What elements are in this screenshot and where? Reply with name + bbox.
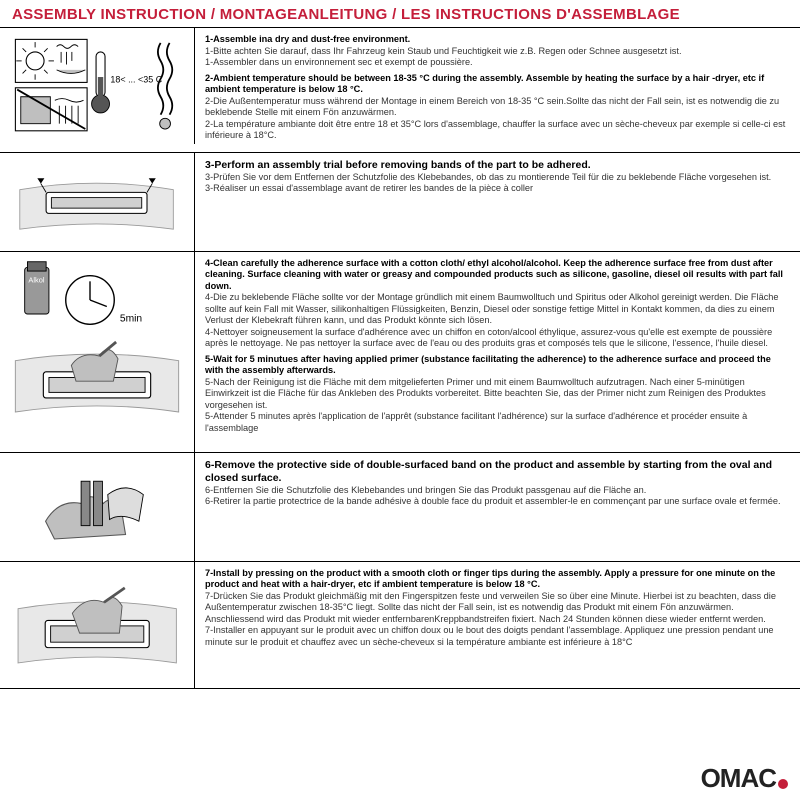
brand-dot-icon bbox=[778, 779, 788, 789]
step-2: 2-Ambient temperature should be between … bbox=[205, 73, 790, 142]
instruction-row-1: 18< ... <35 C 1-Assemble ina dry and dus… bbox=[0, 28, 800, 153]
step-en: 4-Clean carefully the adherence surface … bbox=[205, 258, 790, 293]
step-de: 7-Drücken Sie das Produkt gleichmäßig mi… bbox=[205, 591, 790, 626]
step-fr: 1-Assembler dans un environnement sec et… bbox=[205, 57, 790, 69]
step-de: 4-Die zu beklebende Fläche sollte vor de… bbox=[205, 292, 790, 327]
step-en: 1-Assemble ina dry and dust-free environ… bbox=[205, 34, 790, 46]
step-en: 3-Perform an assembly trial before remov… bbox=[205, 159, 790, 172]
illustration-temp: 18< ... <35 C bbox=[0, 28, 195, 144]
step-fr: 7-Installer en appuyant sur le produit a… bbox=[205, 625, 790, 648]
step-en: 2-Ambient temperature should be between … bbox=[205, 73, 790, 96]
footer: OMAC bbox=[701, 763, 788, 794]
step-en: 7-Install by pressing on the product wit… bbox=[205, 568, 790, 591]
instruction-row-4: 6-Remove the protective side of double-s… bbox=[0, 453, 800, 562]
instruction-row-3: Alkol 5min 4-Clean carefully the adheren… bbox=[0, 252, 800, 453]
text-col-4: 6-Remove the protective side of double-s… bbox=[195, 453, 800, 561]
illustration-trial bbox=[0, 153, 195, 251]
step-de: 1-Bitte achten Sie darauf, dass Ihr Fahr… bbox=[205, 46, 790, 58]
step-fr: 2-La température ambiante doit être entr… bbox=[205, 119, 790, 142]
step-7: 7-Install by pressing on the product wit… bbox=[205, 568, 790, 649]
instruction-rows: 18< ... <35 C 1-Assemble ina dry and dus… bbox=[0, 28, 800, 689]
brand-logo: OMAC bbox=[701, 763, 776, 794]
timer-label: 5min bbox=[120, 314, 143, 325]
instruction-row-2: 3-Perform an assembly trial before remov… bbox=[0, 153, 800, 252]
text-col-3: 4-Clean carefully the adherence surface … bbox=[195, 252, 800, 452]
instruction-row-5: 7-Install by pressing on the product wit… bbox=[0, 562, 800, 689]
step-de: 3-Prüfen Sie vor dem Entfernen der Schut… bbox=[205, 172, 790, 184]
text-col-2: 3-Perform an assembly trial before remov… bbox=[195, 153, 800, 251]
illustration-remove bbox=[0, 453, 195, 561]
page-title: ASSEMBLY INSTRUCTION / MONTAGEANLEITUNG … bbox=[0, 0, 800, 28]
text-col-5: 7-Install by pressing on the product wit… bbox=[195, 562, 800, 688]
step-fr: 6-Retirer la partie protectrice de la ba… bbox=[205, 496, 790, 508]
illustration-press bbox=[0, 562, 195, 688]
step-4: 4-Clean carefully the adherence surface … bbox=[205, 258, 790, 350]
step-en: 6-Remove the protective side of double-s… bbox=[205, 459, 790, 485]
temp-range-label: 18< ... <35 C bbox=[110, 74, 162, 84]
step-fr: 5-Attender 5 minutes après l'application… bbox=[205, 411, 790, 434]
step-de: 2-Die Außentemperatur muss während der M… bbox=[205, 96, 790, 119]
step-fr: 4-Nettoyer soigneusement la surface d'ad… bbox=[205, 327, 790, 350]
alcohol-label: Alkol bbox=[28, 275, 44, 284]
step-6: 6-Remove the protective side of double-s… bbox=[205, 459, 790, 508]
step-3: 3-Perform an assembly trial before remov… bbox=[205, 159, 790, 195]
step-1: 1-Assemble ina dry and dust-free environ… bbox=[205, 34, 790, 69]
text-col-1: 1-Assemble ina dry and dust-free environ… bbox=[195, 28, 800, 152]
step-de: 6-Entfernen Sie die Schutzfolie des Kleb… bbox=[205, 485, 790, 497]
step-en: 5-Wait for 5 minutues after having appli… bbox=[205, 354, 790, 377]
step-de: 5-Nach der Reinigung ist die Fläche mit … bbox=[205, 377, 790, 412]
step-5: 5-Wait for 5 minutues after having appli… bbox=[205, 354, 790, 435]
illustration-clean: Alkol 5min bbox=[0, 252, 195, 452]
step-fr: 3-Réaliser un essai d'assemblage avant d… bbox=[205, 183, 790, 195]
